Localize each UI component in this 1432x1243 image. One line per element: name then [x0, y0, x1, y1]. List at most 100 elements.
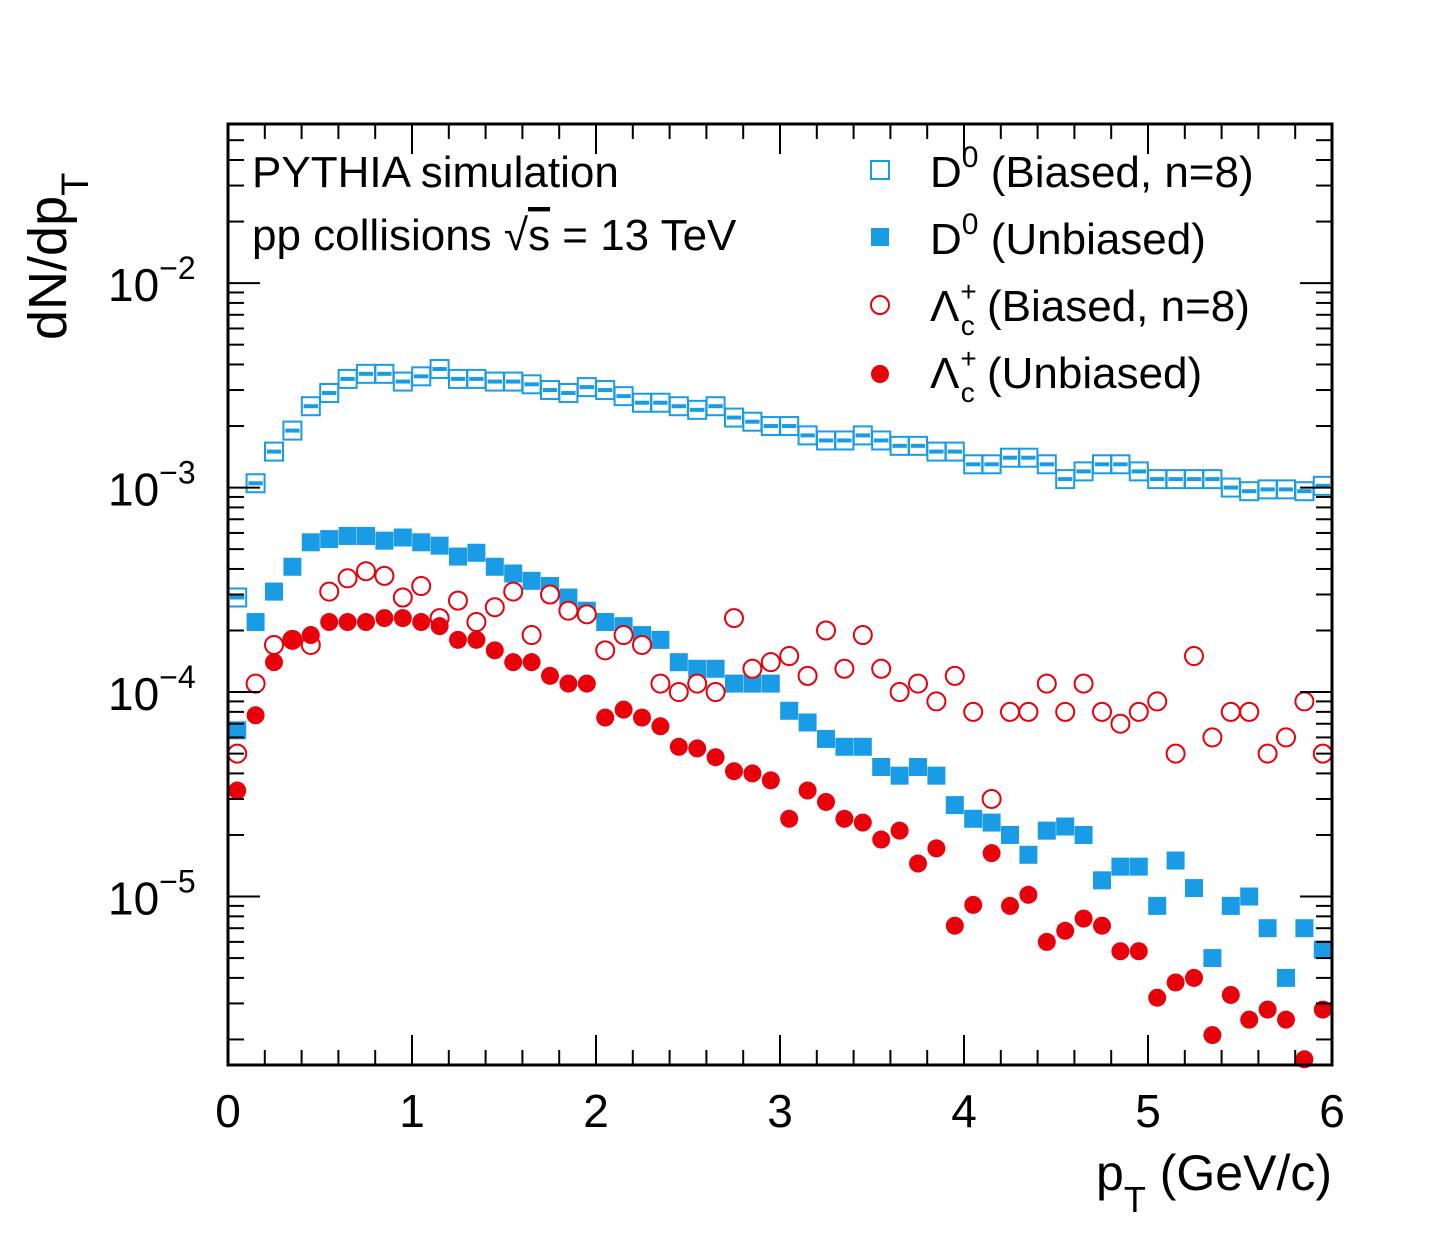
data-point — [1147, 691, 1168, 712]
legend-marker-d0-unbiased — [871, 228, 889, 246]
data-point — [1093, 916, 1111, 935]
data-point — [430, 536, 449, 555]
data-point — [944, 441, 965, 462]
data-point — [1313, 1000, 1332, 1019]
data-point — [504, 653, 523, 672]
data-point — [1184, 646, 1204, 667]
legend-label-lc-biased: Λ+ c (Biased, n=8) — [930, 276, 1250, 341]
data-point — [375, 609, 394, 628]
data-point — [964, 895, 983, 914]
data-point — [412, 533, 431, 552]
x-tick-label: 0 — [215, 1085, 241, 1137]
x-tick-label: 4 — [951, 1085, 977, 1137]
data-point — [1258, 1000, 1277, 1019]
data-point — [853, 737, 872, 756]
data-point — [521, 625, 542, 646]
data-point — [1239, 701, 1260, 722]
data-point — [485, 641, 504, 660]
data-point — [871, 658, 892, 679]
x-axis-title: pT (GeV/c) — [1096, 1145, 1332, 1220]
data-point — [927, 839, 946, 858]
data-point — [1185, 879, 1203, 898]
data-point — [761, 674, 780, 693]
y-tick-label: 10−5 — [108, 864, 196, 925]
legend-label-d0-biased: D0 (Biased, n=8) — [930, 141, 1254, 197]
data-point — [725, 674, 743, 693]
data-point — [1221, 896, 1240, 915]
data-point — [595, 640, 616, 661]
y-axis-title: dN/dpT — [18, 173, 97, 340]
data-point — [688, 739, 707, 758]
data-point — [1092, 701, 1112, 722]
data-point — [835, 737, 854, 756]
data-point — [319, 581, 340, 602]
data-point — [1258, 919, 1277, 938]
data-point — [743, 674, 762, 693]
annotation-s: s — [528, 211, 550, 260]
data-point — [982, 844, 1001, 863]
data-point — [797, 665, 818, 686]
data-point — [687, 673, 708, 694]
data-point — [1277, 968, 1295, 987]
data-point — [724, 608, 744, 629]
data-point — [1019, 845, 1038, 864]
data-point — [301, 533, 320, 552]
data-point — [1056, 921, 1075, 940]
annotation-generator: PYTHIA simulation — [252, 148, 619, 197]
data-point — [559, 674, 578, 693]
data-point — [449, 630, 467, 649]
data-point — [265, 653, 283, 672]
data-point — [412, 613, 431, 632]
data-point — [540, 584, 560, 605]
data-point — [1037, 932, 1056, 951]
data-point — [633, 708, 651, 727]
x-tick-label: 2 — [583, 1085, 609, 1137]
data-point — [392, 587, 413, 608]
data-point — [1276, 727, 1296, 748]
data-point — [981, 788, 1002, 809]
data-point — [650, 673, 671, 694]
data-point — [909, 854, 927, 873]
data-point — [780, 809, 799, 828]
data-point — [245, 473, 266, 494]
data-point — [688, 659, 707, 678]
data-point — [1165, 743, 1186, 764]
data-point — [338, 613, 357, 632]
data-point — [964, 809, 983, 828]
data-point — [706, 659, 725, 678]
x-tick-label: 5 — [1135, 1085, 1161, 1137]
data-point — [228, 781, 247, 800]
data-point — [705, 396, 726, 417]
legend-marker-d0-biased — [870, 160, 890, 180]
data-point — [1110, 713, 1131, 734]
data-point — [504, 564, 523, 583]
y-tick-label: 10−4 — [108, 659, 196, 720]
data-point — [1294, 691, 1315, 712]
data-point — [742, 658, 763, 679]
data-point — [817, 792, 835, 811]
data-point — [798, 781, 817, 800]
data-point — [613, 625, 634, 646]
data-point — [448, 590, 468, 611]
data-point — [1295, 919, 1314, 938]
data-point — [1111, 942, 1130, 961]
data-point — [1001, 896, 1019, 915]
data-point — [411, 576, 432, 597]
annotation-prefix: pp collisions — [252, 211, 504, 260]
data-point — [852, 625, 873, 646]
data-point — [651, 630, 670, 649]
data-point — [798, 713, 817, 732]
data-point — [393, 528, 412, 547]
y-tick-label: 10−2 — [108, 250, 196, 311]
data-point — [467, 543, 486, 562]
data-point — [1093, 871, 1111, 890]
data-point — [760, 652, 781, 673]
data-point — [1240, 1010, 1259, 1029]
series-3 — [228, 609, 1332, 1069]
data-point — [668, 682, 689, 703]
data-point — [301, 626, 320, 645]
data-point — [1129, 857, 1148, 876]
data-point — [503, 581, 524, 602]
data-point — [1202, 727, 1223, 748]
